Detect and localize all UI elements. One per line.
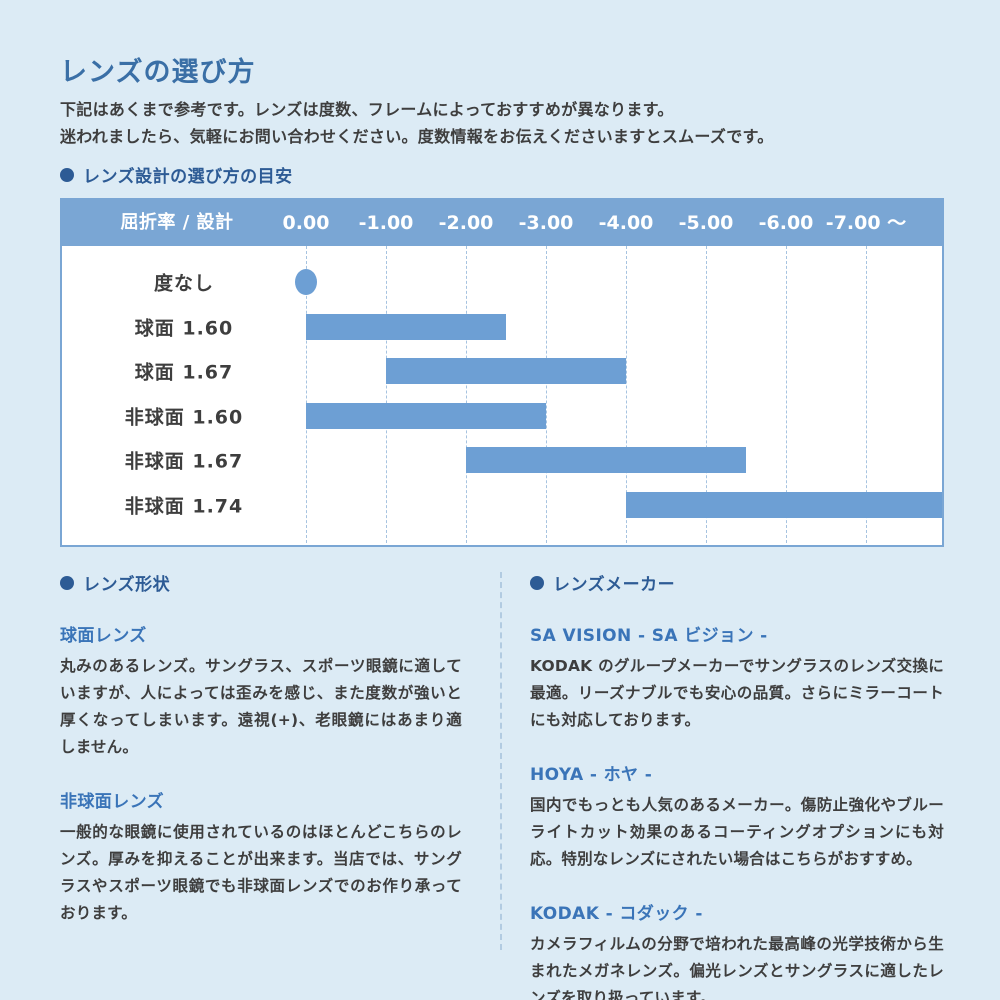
- axis-tick: -2.00: [438, 212, 494, 234]
- hoya-heading: HOYA - ホヤ -: [530, 765, 653, 785]
- chart-header-label: 屈折率 / 設計: [120, 212, 234, 233]
- dot-marker: [295, 269, 317, 296]
- lens-design-chart: 屈折率 / 設計 0.00 -1.00 -2.00 -3.00 -4.00 -5.00 -6…: [60, 198, 944, 547]
- sa-vision-heading: SA VISION - SA ビジョン -: [530, 626, 768, 646]
- bullet-dot-icon: [530, 575, 544, 590]
- intro-line-1: 下記はあくまで参考です。レンズは度数、フレームによっておすすめが異なります。: [60, 100, 674, 119]
- range-bar: [466, 447, 746, 474]
- range-bar: [386, 358, 626, 385]
- chart-row: 球面 1.67: [62, 349, 942, 394]
- chart-row: 非球面 1.74: [62, 483, 942, 528]
- gridline: [866, 246, 867, 543]
- page-title: レンズの選び方: [60, 57, 256, 88]
- row-label: 球面 1.67: [134, 361, 234, 384]
- gridline: [626, 246, 627, 543]
- hoya-description: 国内でもっとも人気のあるメーカー。傷防止強化やブルーライトカット効果のあるコーテ…: [530, 796, 944, 868]
- gridline: [306, 246, 307, 543]
- shape-section: レンズ形状 球面レンズ 丸みのあるレンズ。サングラス、スポーツ眼鏡に適しています…: [60, 570, 462, 927]
- maker-section-heading-label: レンズメーカー: [553, 575, 676, 595]
- axis-tick: -3.00: [518, 212, 574, 234]
- aspherical-lens-description: 一般的な眼鏡に使用されているのはほとんどこちらのレンズ。厚みを抑えることが出来ま…: [60, 823, 462, 922]
- intro-line-2: 迷われましたら、気軽にお問い合わせください。度数情報をお伝えくださいますとスムー…: [60, 127, 774, 146]
- intro-text: 下記はあくまで参考です。レンズは度数、フレームによっておすすめが異なります。 迷…: [60, 96, 774, 150]
- axis-tick: 0.00: [282, 212, 330, 234]
- chart-row: 球面 1.60: [62, 305, 942, 350]
- column-divider: [500, 572, 502, 950]
- axis-tick: -6.00: [758, 212, 814, 234]
- chart-header: 屈折率 / 設計 0.00 -1.00 -2.00 -3.00 -4.00 -5.00 -6…: [62, 200, 942, 246]
- spherical-lens-description: 丸みのあるレンズ。サングラス、スポーツ眼鏡に適していますが、人によっては歪みを感…: [60, 657, 462, 756]
- shape-section-heading-label: レンズ形状: [83, 575, 171, 595]
- axis-tick: -4.00: [598, 212, 654, 234]
- range-bar: [306, 402, 546, 429]
- row-label: 度なし: [153, 272, 214, 295]
- bullet-dot-icon: [60, 575, 74, 590]
- sa-vision-description: KODAK のグループメーカーでサングラスのレンズ交換に最適。リーズナブルでも安…: [530, 657, 944, 729]
- gridline: [786, 246, 787, 543]
- range-bar: [306, 313, 506, 340]
- kodak-heading: KODAK - コダック -: [530, 904, 703, 924]
- axis-tick: -1.00: [358, 212, 414, 234]
- kodak-description: カメラフィルムの分野で培われた最高峰の光学技術から生まれたメガネレンズ。偏光レン…: [530, 935, 944, 1000]
- row-label: 非球面 1.74: [124, 495, 244, 518]
- row-label: 非球面 1.60: [124, 406, 244, 429]
- spherical-lens-heading: 球面レンズ: [60, 626, 147, 646]
- maker-section-heading: レンズメーカー: [530, 570, 944, 595]
- bullet-dot-icon: [60, 167, 74, 182]
- row-label: 非球面 1.67: [124, 450, 244, 473]
- chart-row: 非球面 1.60: [62, 394, 942, 439]
- chart-section-heading: レンズ設計の選び方の目安: [60, 162, 293, 187]
- aspherical-lens-heading: 非球面レンズ: [60, 792, 165, 812]
- chart-row: 非球面 1.67: [62, 438, 942, 483]
- range-bar: [626, 491, 942, 518]
- axis-tick: -5.00: [678, 212, 734, 234]
- gridline: [706, 246, 707, 543]
- axis-tick: -7.00 ～: [825, 212, 907, 234]
- gridline: [466, 246, 467, 543]
- chart-body: 度なし球面 1.60 球面 1.67 非球面 1.60 非球面 1.67 非球面 1.7…: [62, 246, 942, 543]
- chart-row: 度なし: [62, 260, 942, 305]
- maker-section: レンズメーカー SA VISION - SA ビジョン - KODAK のグルー…: [530, 570, 944, 1000]
- chart-section-heading-label: レンズ設計の選び方の目安: [83, 167, 293, 187]
- gridline: [386, 246, 387, 543]
- gridline: [546, 246, 547, 543]
- row-label: 球面 1.60: [134, 317, 234, 340]
- shape-section-heading: レンズ形状: [60, 570, 462, 595]
